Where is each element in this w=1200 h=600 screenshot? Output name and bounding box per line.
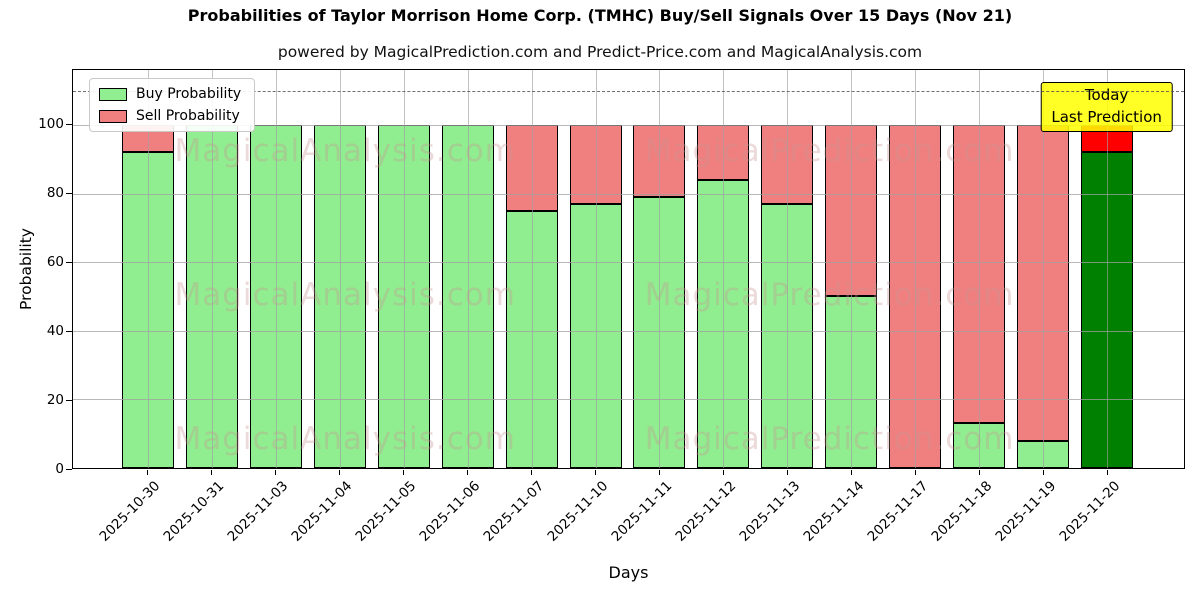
y-tick-mark bbox=[66, 399, 72, 401]
legend-item-sell: Sell Probability bbox=[99, 108, 241, 124]
sell-color-swatch bbox=[99, 109, 127, 123]
plot-area: MagicalAnalysis.com MagicalPrediction.com… bbox=[72, 69, 1185, 469]
horizontal-gridline bbox=[73, 193, 1184, 195]
y-tick-label: 0 bbox=[55, 461, 64, 477]
x-tick-label: 2025-11-10 bbox=[544, 478, 611, 545]
legend-label-sell: Sell Probability bbox=[136, 108, 240, 124]
watermark-text: MagicalAnalysis.com bbox=[174, 421, 516, 458]
vertical-gridline bbox=[531, 70, 533, 468]
x-tick-label: 2025-11-05 bbox=[352, 478, 419, 545]
watermark-text: MagicalPrediction.com bbox=[644, 421, 1015, 458]
x-tick-label: 2025-11-14 bbox=[800, 478, 867, 545]
x-tick-label: 2025-11-18 bbox=[928, 478, 995, 545]
x-tick-label: 2025-11-19 bbox=[992, 478, 1059, 545]
x-tick-mark bbox=[723, 470, 725, 475]
x-tick-mark bbox=[147, 470, 149, 475]
x-tick-label: 2025-11-04 bbox=[288, 478, 355, 545]
y-tick-mark bbox=[66, 468, 72, 470]
watermark-text: MagicalAnalysis.com bbox=[174, 132, 516, 169]
y-tick-label: 20 bbox=[46, 392, 64, 409]
vertical-gridline bbox=[276, 70, 278, 468]
y-tick-mark bbox=[66, 192, 72, 194]
today-annotation: Today Last Prediction bbox=[1040, 82, 1173, 132]
vertical-gridline bbox=[723, 70, 725, 468]
x-tick-mark bbox=[787, 470, 789, 475]
x-tick-label: 2025-11-11 bbox=[608, 478, 675, 545]
x-tick-mark bbox=[211, 470, 213, 475]
x-tick-mark bbox=[659, 470, 661, 475]
x-tick-mark bbox=[467, 470, 469, 475]
y-tick-label: 80 bbox=[46, 185, 64, 202]
buy-color-swatch bbox=[99, 87, 127, 101]
chart-title: Probabilities of Taylor Morrison Home Co… bbox=[187, 6, 1013, 25]
y-tick-label: 100 bbox=[38, 116, 64, 133]
y-tick-mark bbox=[66, 330, 72, 332]
vertical-gridline bbox=[787, 70, 789, 468]
x-tick-mark bbox=[851, 470, 853, 475]
vertical-gridline bbox=[212, 70, 214, 468]
threshold-dashed-line bbox=[73, 90, 1184, 92]
vertical-gridline bbox=[595, 70, 597, 468]
horizontal-gridline bbox=[73, 399, 1184, 401]
y-tick-label: 60 bbox=[46, 254, 64, 271]
watermark-text: MagicalAnalysis.com bbox=[174, 276, 516, 313]
x-tick-label: 2025-11-07 bbox=[480, 478, 547, 545]
legend-item-buy: Buy Probability bbox=[99, 86, 241, 102]
x-tick-label: 2025-11-13 bbox=[736, 478, 803, 545]
y-tick-mark bbox=[66, 261, 72, 263]
x-tick-label: 2025-10-31 bbox=[160, 478, 227, 545]
x-tick-label: 2025-11-20 bbox=[1056, 478, 1123, 545]
x-tick-label: 2025-11-17 bbox=[864, 478, 931, 545]
chart-subtitle: powered by MagicalPrediction.com and Pre… bbox=[277, 43, 923, 61]
y-axis-title: Probability bbox=[17, 228, 35, 310]
watermark-text: MagicalPrediction.com bbox=[644, 132, 1015, 169]
x-tick-mark bbox=[915, 470, 917, 475]
vertical-gridline bbox=[148, 70, 150, 468]
vertical-gridline bbox=[978, 70, 980, 468]
watermark-text: MagicalPrediction.com bbox=[644, 276, 1015, 313]
x-axis-title: Days bbox=[608, 563, 649, 582]
horizontal-gridline bbox=[73, 330, 1184, 332]
x-tick-mark bbox=[275, 470, 277, 475]
x-tick-mark bbox=[403, 470, 405, 475]
vertical-gridline bbox=[403, 70, 405, 468]
x-tick-label: 2025-10-30 bbox=[96, 478, 163, 545]
x-tick-mark bbox=[979, 470, 981, 475]
vertical-gridline bbox=[340, 70, 342, 468]
vertical-gridline bbox=[851, 70, 853, 468]
today-annotation-line1: Today bbox=[1084, 86, 1129, 104]
y-tick-mark bbox=[66, 123, 72, 125]
x-tick-label: 2025-11-03 bbox=[224, 478, 291, 545]
x-tick-mark bbox=[595, 470, 597, 475]
legend-label-buy: Buy Probability bbox=[136, 86, 242, 102]
y-tick-label: 40 bbox=[46, 323, 64, 340]
vertical-gridline bbox=[1042, 70, 1044, 468]
vertical-gridline bbox=[1106, 70, 1108, 468]
x-tick-label: 2025-11-06 bbox=[416, 478, 483, 545]
x-tick-mark bbox=[339, 470, 341, 475]
x-tick-mark bbox=[1107, 470, 1109, 475]
x-tick-mark bbox=[1043, 470, 1045, 475]
vertical-gridline bbox=[659, 70, 661, 468]
today-annotation-line2: Last Prediction bbox=[1051, 107, 1162, 126]
x-tick-label: 2025-11-12 bbox=[672, 478, 739, 545]
vertical-gridline bbox=[467, 70, 469, 468]
horizontal-gridline bbox=[73, 124, 1184, 126]
legend: Buy Probability Sell Probability bbox=[89, 78, 256, 132]
horizontal-gridline bbox=[73, 262, 1184, 264]
x-tick-mark bbox=[531, 470, 533, 475]
vertical-gridline bbox=[914, 70, 916, 468]
